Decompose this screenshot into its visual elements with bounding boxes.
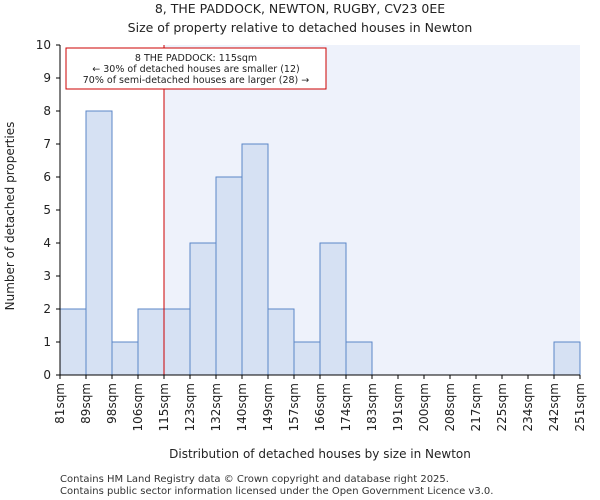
x-tick-label: 140sqm (235, 383, 249, 431)
annotation-line-3: 70% of semi-detached houses are larger (… (83, 75, 310, 86)
y-axis-label: Number of detached properties (3, 122, 17, 311)
bar (553, 341, 581, 376)
x-tick-label: 174sqm (339, 383, 353, 431)
y-tick-label: 6 (43, 170, 51, 184)
x-tick-label: 200sqm (417, 383, 431, 431)
annotation-border (65, 47, 327, 90)
y-tick-label: 7 (43, 137, 51, 151)
bar (241, 143, 269, 376)
y-tick-label: 2 (43, 302, 51, 316)
x-tick-label: 98sqm (105, 383, 119, 424)
annotation-line-1: 8 THE PADDOCK: 115sqm (135, 53, 257, 64)
y-tick-label: 5 (43, 203, 51, 217)
x-tick-label: 191sqm (391, 383, 405, 431)
y-tick-label: 3 (43, 269, 51, 283)
y-tick-label: 0 (43, 368, 51, 382)
plot-area: 0 1 2 3 4 5 6 7 8 9 10 81sqm 89sqm 98sqm 106sqm 115sqm 1… (36, 38, 587, 431)
y-tick-label: 10 (36, 38, 51, 52)
bar (215, 176, 243, 376)
x-tick-label: 225sqm (495, 383, 509, 431)
bar (345, 341, 373, 376)
bar (267, 308, 295, 376)
bar (293, 341, 321, 376)
x-tick-label: 81sqm (53, 383, 67, 424)
footer-line-1: Contains HM Land Registry data © Crown c… (60, 474, 449, 485)
annotation-box: 8 THE PADDOCK: 115sqm ← 30% of detached … (65, 47, 327, 90)
footer-line-2: Contains public sector information licen… (60, 486, 493, 497)
y-tick-label: 8 (43, 104, 51, 118)
x-tick-label: 132sqm (209, 383, 223, 431)
x-tick-label: 123sqm (183, 383, 197, 431)
x-tick-label: 208sqm (443, 383, 457, 431)
y-tick-label: 1 (43, 335, 51, 349)
y-tick-label: 9 (43, 71, 51, 85)
x-tick-label: 183sqm (365, 383, 379, 431)
x-tick-label: 115sqm (157, 383, 171, 431)
bar (85, 110, 113, 376)
x-tick-label: 217sqm (469, 383, 483, 431)
bar (59, 308, 87, 376)
bar (137, 308, 165, 376)
chart-subtitle: Size of property relative to detached ho… (128, 20, 473, 35)
y-tick-label: 4 (43, 236, 51, 250)
x-tick-label: 251sqm (573, 383, 587, 431)
x-tick-label: 89sqm (79, 383, 93, 424)
annotation-line-2: ← 30% of detached houses are smaller (12… (92, 64, 299, 75)
x-tick-label: 106sqm (131, 383, 145, 431)
x-tick-label: 166sqm (313, 383, 327, 431)
x-tick-label: 234sqm (521, 383, 535, 431)
x-tick-label: 242sqm (547, 383, 561, 431)
chart-title: 8, THE PADDOCK, NEWTON, RUGBY, CV23 0EE (155, 1, 445, 16)
bar (189, 242, 217, 376)
bar (111, 341, 139, 376)
bar (163, 308, 191, 376)
bar (319, 242, 347, 376)
x-axis-label: Distribution of detached houses by size … (169, 447, 471, 461)
x-tick-label: 157sqm (287, 383, 301, 431)
x-tick-label: 149sqm (261, 383, 275, 431)
